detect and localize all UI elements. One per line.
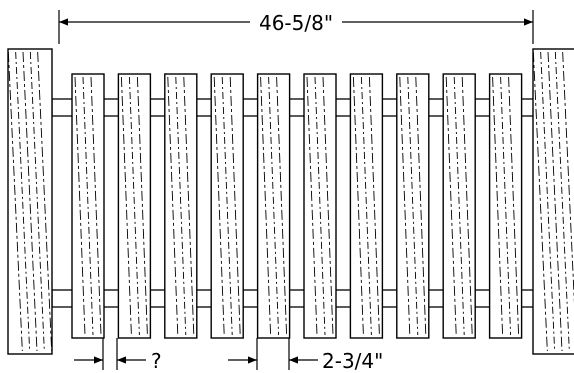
wood-grain-line	[229, 76, 241, 336]
wood-grain-line	[547, 51, 563, 352]
gap-width-label: ?	[151, 349, 162, 373]
wood-grain-line	[183, 76, 195, 336]
picket	[164, 73, 198, 339]
wood-grain-line	[399, 76, 411, 336]
wood-grain-line	[128, 76, 140, 336]
gap-dimension: ?	[74, 338, 162, 373]
wood-grain-line	[136, 76, 148, 336]
wood-grain-line	[540, 51, 556, 352]
wood-grain-line	[508, 76, 520, 336]
picket-width-label: 2-3/4"	[322, 349, 383, 373]
end-post-left	[7, 48, 53, 355]
picket	[303, 73, 337, 339]
picket	[442, 73, 476, 339]
wood-grain-line	[175, 76, 187, 336]
pickets	[71, 73, 523, 339]
picket	[488, 73, 523, 339]
wood-grain-line	[445, 76, 457, 336]
wood-grain-line	[221, 76, 233, 336]
wood-grain-line	[37, 51, 53, 352]
wood-grain-line	[453, 76, 465, 336]
end-posts	[7, 48, 574, 355]
wood-grain-line	[15, 51, 31, 352]
wood-grain-line	[74, 76, 86, 336]
wood-grain-line	[7, 51, 23, 352]
picket	[71, 73, 105, 339]
wood-grain-line	[120, 76, 132, 336]
wood-grain-line	[90, 76, 102, 336]
wood-grain-line	[306, 76, 318, 336]
wood-grain-line	[213, 76, 225, 336]
wood-grain-line	[22, 51, 38, 352]
wood-grain-line	[368, 76, 380, 336]
picket	[210, 73, 244, 339]
wood-grain-line	[276, 76, 288, 336]
picket	[117, 73, 152, 339]
wood-grain-line	[29, 51, 45, 352]
wood-grain-line	[407, 76, 419, 336]
wood-grain-line	[500, 76, 512, 336]
wood-grain-line	[352, 76, 364, 336]
end-post-right	[532, 48, 574, 355]
wood-grain-line	[554, 51, 570, 352]
wood-grain-line	[167, 76, 179, 336]
picket	[349, 73, 384, 339]
wood-grain-line	[360, 76, 372, 336]
wood-grain-line	[461, 76, 473, 336]
wood-grain-line	[532, 51, 548, 352]
wood-grain-line	[492, 76, 504, 336]
picket	[256, 73, 291, 339]
picket-width-dimension: 2-3/4"	[228, 338, 383, 373]
wood-grain-line	[260, 76, 272, 336]
overall-width-label: 46-5/8"	[259, 11, 333, 35]
wood-grain-line	[314, 76, 326, 336]
overall-width-dimension: 46-5/8"	[58, 8, 534, 44]
wood-grain-line	[415, 76, 427, 336]
wood-grain-line	[322, 76, 334, 336]
picket	[396, 73, 430, 339]
wood-grain-line	[82, 76, 94, 336]
wood-grain-line	[268, 76, 280, 336]
